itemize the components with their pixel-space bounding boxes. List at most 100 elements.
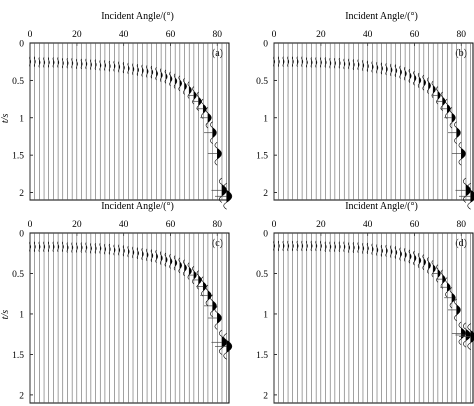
wavelet-sidelobe	[417, 252, 420, 258]
wavelet-peak	[71, 244, 74, 251]
wavelet-sidelobe	[132, 254, 134, 259]
wavelet-sidelobe	[404, 257, 406, 262]
wavelet-sidelobe	[445, 277, 448, 283]
wavelet-peak	[34, 58, 36, 65]
wavelet-sidelobe	[127, 62, 129, 66]
x-tick-label: 60	[166, 30, 176, 40]
wavelet-peak	[329, 243, 332, 250]
wavelet-sidelobe	[390, 254, 392, 258]
wavelet-peak	[414, 74, 417, 82]
wavelet-peak	[184, 263, 187, 273]
wavelet-sidelobe	[404, 248, 406, 252]
wavelet-peak	[325, 59, 327, 66]
wavelet-sidelobe	[385, 253, 387, 257]
wavelet-sidelobe	[385, 63, 387, 67]
y-tick-label: 0	[19, 230, 24, 240]
wavelet-sidelobe	[431, 259, 434, 265]
wavelet-sidelobe	[136, 247, 138, 251]
wavelet-peak	[174, 258, 178, 267]
wavelet-peak	[71, 60, 74, 67]
wavelet-peak	[428, 81, 431, 90]
wavelet-peak	[193, 270, 197, 280]
wavelet-peak	[418, 76, 422, 85]
x-tick-label: 40	[363, 220, 373, 230]
wavelet-peak	[67, 244, 69, 251]
wavelet-peak	[306, 59, 308, 66]
wavelet-sidelobe	[436, 86, 439, 92]
wavelet-peak	[132, 249, 135, 256]
wavelet-peak	[287, 242, 290, 249]
wavelet-peak	[339, 60, 341, 67]
wavelet-sidelobe	[458, 158, 462, 166]
wavelet-sidelobe	[223, 202, 227, 210]
wavelet-peak	[465, 328, 471, 342]
y-tick-label: 0	[263, 230, 268, 240]
wavelet-peak	[461, 147, 466, 160]
wavelet-sidelobe	[408, 249, 411, 254]
wavelet-sidelobe	[127, 245, 129, 250]
wavelet-peak	[278, 58, 280, 65]
wavelet-sidelobe	[390, 245, 392, 249]
wavelet-peak	[132, 65, 135, 73]
wavelet-sidelobe	[122, 245, 124, 249]
wavelet-peak	[137, 249, 139, 257]
wavelet-sidelobe	[164, 79, 167, 84]
wavelet-sidelobe	[399, 247, 401, 252]
wavelet-sidelobe	[205, 122, 209, 129]
x-tick-label: 80	[213, 220, 223, 230]
wavelet-peak	[273, 242, 275, 249]
wavelet-peak	[34, 243, 36, 250]
wavelet-peak	[57, 59, 60, 66]
wavelet-peak	[212, 127, 217, 139]
y-axis-label: t/s	[0, 310, 11, 320]
wavelet-peak	[156, 252, 158, 261]
wavelet-sidelobe	[146, 248, 148, 253]
x-axis-label: Incident Angle/(°)	[345, 11, 418, 22]
wavelet-sidelobe	[160, 251, 162, 256]
wavelet-sidelobe	[164, 262, 167, 267]
wavelet-sidelobe	[463, 340, 467, 348]
wavelet-sidelobe	[417, 83, 420, 88]
y-tick-label: 2	[263, 391, 268, 401]
wavelet-sidelobe	[413, 261, 415, 266]
wavelet-sidelobe	[192, 99, 195, 105]
wavelet-peak	[123, 64, 125, 71]
x-tick-label: 0	[28, 30, 33, 40]
wavelet-sidelobe	[201, 113, 204, 119]
wavelet-sidelobe	[385, 244, 387, 249]
wavelet-sidelobe	[399, 256, 401, 261]
wavelet-sidelobe	[413, 70, 415, 75]
wavelet-sidelobe	[449, 122, 453, 129]
wavelet-sidelobe	[164, 252, 167, 257]
wavelet-sidelobe	[141, 247, 143, 252]
x-axis-label: Incident Angle/(°)	[101, 11, 174, 22]
wavelet-peak	[339, 243, 341, 250]
wavelet-peak	[137, 66, 139, 74]
wavelet-sidelobe	[427, 89, 429, 94]
wavelet-peak	[297, 242, 299, 249]
wavelet-sidelobe	[205, 299, 209, 306]
wavelet-sidelobe	[183, 259, 185, 265]
y-tick-label: 0.5	[12, 270, 24, 280]
wavelet-peak	[423, 258, 426, 267]
wavelet-peak	[165, 255, 168, 264]
wavelet-peak	[447, 282, 451, 293]
wavelet-sidelobe	[463, 177, 467, 185]
wavelet-sidelobe	[371, 251, 373, 255]
wavelet-peak	[29, 243, 31, 250]
wavelet-peak	[451, 112, 456, 124]
wavelet-peak	[470, 189, 474, 203]
wavelet-sidelobe	[431, 272, 434, 278]
wavelet-sidelobe	[150, 258, 152, 263]
wavelet-peak	[433, 264, 436, 274]
x-tick-label: 60	[166, 220, 176, 230]
wavelet-peak	[273, 58, 275, 65]
wavelet-sidelobe	[122, 253, 124, 257]
wavelet-peak	[128, 248, 130, 255]
wavelet-sidelobe	[146, 257, 148, 262]
wavelet-peak	[400, 250, 402, 258]
wavelet-sidelobe	[210, 137, 213, 144]
axes-frame	[273, 232, 474, 404]
